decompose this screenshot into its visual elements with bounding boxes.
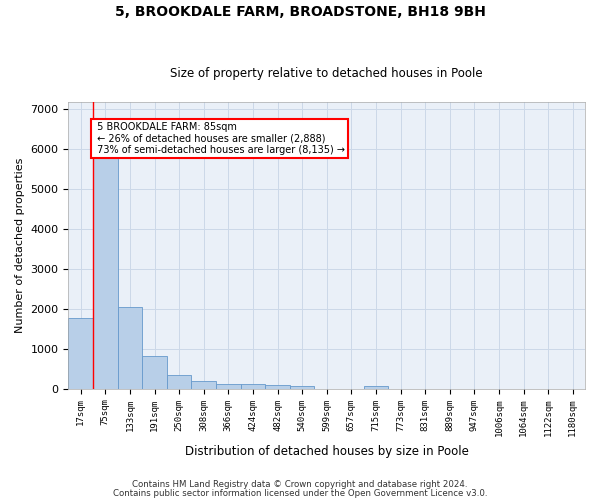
Bar <box>68 318 93 389</box>
Bar <box>290 386 314 389</box>
Bar <box>118 306 142 389</box>
Bar <box>191 382 216 389</box>
Bar <box>142 356 167 389</box>
X-axis label: Distribution of detached houses by size in Poole: Distribution of detached houses by size … <box>185 444 469 458</box>
Title: Size of property relative to detached houses in Poole: Size of property relative to detached ho… <box>170 66 483 80</box>
Bar <box>265 385 290 389</box>
Bar <box>241 384 265 389</box>
Bar <box>93 158 118 389</box>
Y-axis label: Number of detached properties: Number of detached properties <box>15 158 25 333</box>
Text: 5, BROOKDALE FARM, BROADSTONE, BH18 9BH: 5, BROOKDALE FARM, BROADSTONE, BH18 9BH <box>115 5 485 19</box>
Text: Contains public sector information licensed under the Open Government Licence v3: Contains public sector information licen… <box>113 490 487 498</box>
Bar <box>364 386 388 389</box>
Bar <box>167 376 191 389</box>
Bar <box>216 384 241 389</box>
Text: 5 BROOKDALE FARM: 85sqm
 ← 26% of detached houses are smaller (2,888)
 73% of se: 5 BROOKDALE FARM: 85sqm ← 26% of detache… <box>94 122 345 156</box>
Text: Contains HM Land Registry data © Crown copyright and database right 2024.: Contains HM Land Registry data © Crown c… <box>132 480 468 489</box>
